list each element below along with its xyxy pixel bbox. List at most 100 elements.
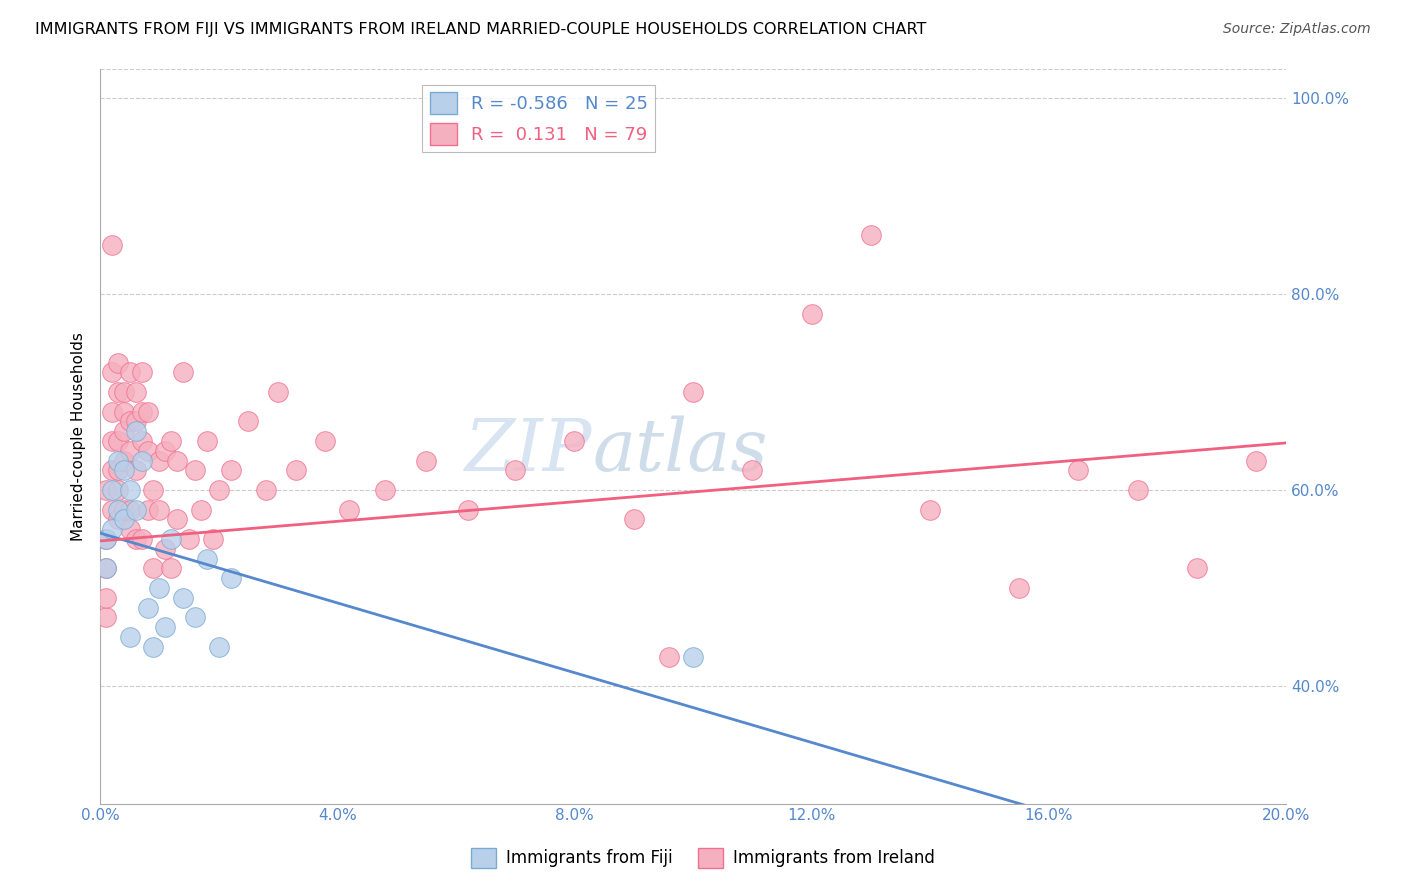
- Point: [101, 502, 124, 516]
- Point: [118, 443, 141, 458]
- Point: [1067, 463, 1090, 477]
- Point: [125, 463, 148, 477]
- Point: [166, 453, 188, 467]
- Text: Source: ZipAtlas.com: Source: ZipAtlas.com: [1223, 22, 1371, 37]
- Point: [148, 581, 170, 595]
- Point: [107, 483, 129, 497]
- Point: [112, 463, 135, 477]
- Point: [118, 414, 141, 428]
- Point: [112, 384, 135, 399]
- Point: [101, 238, 124, 252]
- Point: [172, 591, 194, 605]
- Point: [503, 463, 526, 477]
- Legend: R = -0.586   N = 25, R =  0.131   N = 79: R = -0.586 N = 25, R = 0.131 N = 79: [422, 85, 655, 153]
- Point: [1126, 483, 1149, 497]
- Point: [107, 434, 129, 448]
- Point: [160, 434, 183, 448]
- Point: [107, 384, 129, 399]
- Point: [125, 414, 148, 428]
- Point: [623, 512, 645, 526]
- Point: [136, 443, 159, 458]
- Point: [94, 561, 117, 575]
- Point: [118, 522, 141, 536]
- Point: [1215, 865, 1237, 880]
- Point: [741, 463, 763, 477]
- Point: [94, 532, 117, 546]
- Point: [112, 502, 135, 516]
- Point: [155, 620, 177, 634]
- Point: [184, 463, 207, 477]
- Point: [131, 404, 153, 418]
- Text: ZIP: ZIP: [465, 416, 592, 486]
- Point: [457, 502, 479, 516]
- Point: [195, 551, 218, 566]
- Point: [101, 522, 124, 536]
- Point: [112, 404, 135, 418]
- Point: [208, 640, 231, 654]
- Point: [125, 424, 148, 438]
- Point: [142, 561, 165, 575]
- Point: [101, 463, 124, 477]
- Point: [160, 561, 183, 575]
- Point: [94, 483, 117, 497]
- Point: [107, 502, 129, 516]
- Point: [658, 649, 681, 664]
- Point: [94, 610, 117, 624]
- Point: [254, 483, 277, 497]
- Point: [166, 512, 188, 526]
- Point: [238, 414, 260, 428]
- Text: atlas: atlas: [592, 416, 768, 486]
- Point: [112, 453, 135, 467]
- Text: IMMIGRANTS FROM FIJI VS IMMIGRANTS FROM IRELAND MARRIED-COUPLE HOUSEHOLDS CORREL: IMMIGRANTS FROM FIJI VS IMMIGRANTS FROM …: [35, 22, 927, 37]
- Point: [172, 365, 194, 379]
- Point: [219, 571, 242, 585]
- Point: [118, 630, 141, 644]
- Point: [112, 424, 135, 438]
- Point: [131, 453, 153, 467]
- Y-axis label: Married-couple Households: Married-couple Households: [72, 332, 86, 541]
- Point: [374, 483, 396, 497]
- Point: [682, 649, 704, 664]
- Point: [131, 434, 153, 448]
- Point: [155, 541, 177, 556]
- Point: [131, 532, 153, 546]
- Point: [184, 610, 207, 624]
- Point: [1185, 561, 1208, 575]
- Point: [337, 502, 360, 516]
- Point: [208, 483, 231, 497]
- Point: [682, 384, 704, 399]
- Point: [112, 512, 135, 526]
- Point: [284, 463, 307, 477]
- Legend: Immigrants from Fiji, Immigrants from Ireland: Immigrants from Fiji, Immigrants from Ir…: [464, 841, 942, 875]
- Point: [155, 443, 177, 458]
- Point: [1008, 581, 1031, 595]
- Point: [564, 434, 586, 448]
- Point: [107, 463, 129, 477]
- Point: [107, 355, 129, 369]
- Point: [1246, 453, 1268, 467]
- Point: [142, 483, 165, 497]
- Point: [101, 483, 124, 497]
- Point: [136, 502, 159, 516]
- Point: [190, 502, 212, 516]
- Point: [920, 502, 942, 516]
- Point: [125, 532, 148, 546]
- Point: [125, 502, 148, 516]
- Point: [94, 591, 117, 605]
- Point: [859, 228, 882, 243]
- Point: [94, 561, 117, 575]
- Point: [94, 532, 117, 546]
- Point: [107, 453, 129, 467]
- Point: [136, 600, 159, 615]
- Point: [131, 365, 153, 379]
- Point: [107, 512, 129, 526]
- Point: [177, 532, 200, 546]
- Point: [415, 453, 437, 467]
- Point: [118, 365, 141, 379]
- Point: [118, 502, 141, 516]
- Point: [136, 404, 159, 418]
- Point: [125, 384, 148, 399]
- Point: [800, 307, 823, 321]
- Point: [148, 502, 170, 516]
- Point: [201, 532, 224, 546]
